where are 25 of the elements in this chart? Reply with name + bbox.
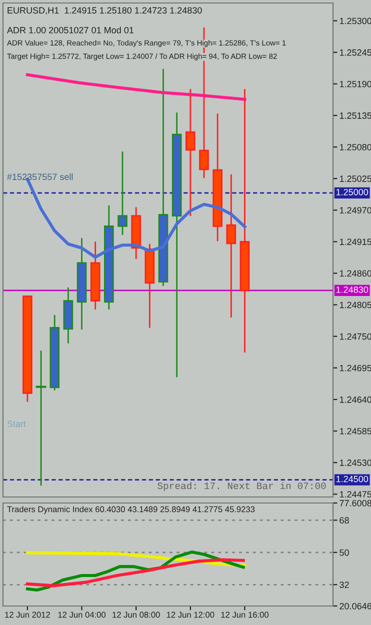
y-tick-label: 32 [340,582,349,588]
annotation: #152357557 sell [7,173,73,180]
y-tick-label: 68 [340,517,349,524]
candlestick [226,174,236,318]
line-series [26,558,245,588]
annotation: Spread: 17. Next Bar in 07:00 [158,482,326,492]
y-tick-label: 50 [340,549,349,556]
y-tick-label: 20.0646 [340,602,371,610]
ref-line-label: 1.24830 [336,286,368,293]
x-tick-label: 12 Jun 12:00 [166,612,214,618]
candlestick [36,350,46,486]
x-tick-label: 12 Jun 16:00 [221,612,268,618]
x-tick-label: 12 Jun 08:00 [112,612,160,618]
x-tick-label: 12 Jun 2012 [5,612,50,618]
chart-title: EURUSD,H1 1.24915 1.25180 1.24723 1.24830 [8,7,202,15]
candlestick [118,151,128,235]
chart-title: Traders Dynamic Index 60.4030 43.1489 25.8949 41.2775 45.9233 [7,506,255,514]
candlestick [186,88,196,216]
annotation: Start [7,420,26,428]
line-series [26,73,246,101]
y-tick-label: 77.6008 [340,500,371,506]
x-tick-label: 12 Jun 04:00 [58,612,106,618]
ref-line-label: 1.24500 [336,476,368,482]
annotation: ADR 1.00 20051027 01 Mod 01 [6,26,134,34]
ref-line-label: 1.25000 [336,188,368,196]
